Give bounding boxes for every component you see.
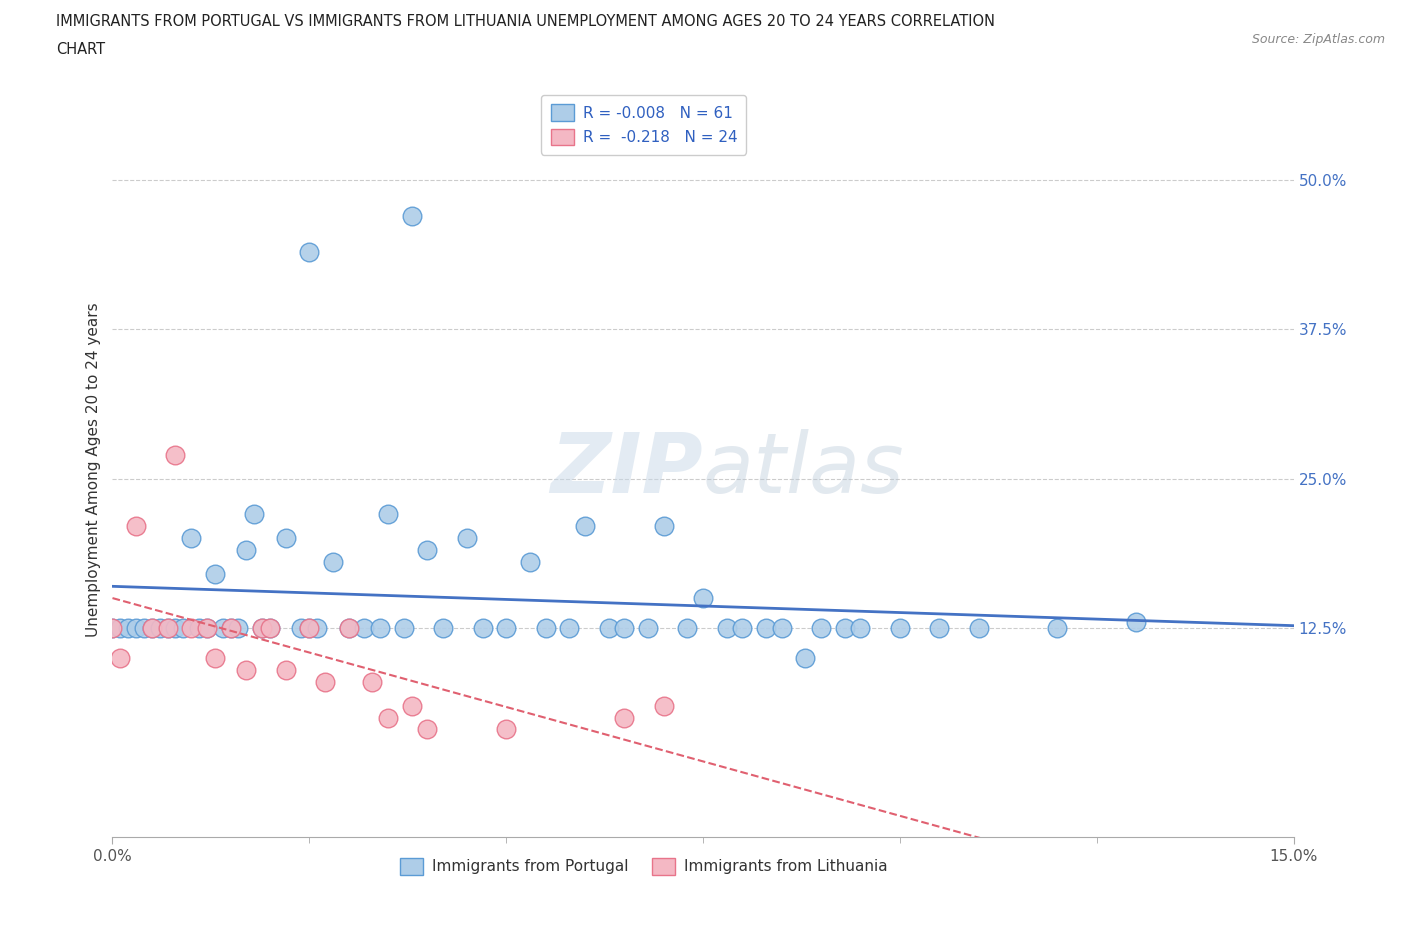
Point bbox=[235, 543, 257, 558]
Point bbox=[219, 620, 242, 635]
Point bbox=[810, 620, 832, 635]
Point bbox=[298, 245, 321, 259]
Point bbox=[149, 620, 172, 635]
Point bbox=[180, 620, 202, 635]
Point bbox=[132, 620, 155, 635]
Point bbox=[416, 543, 439, 558]
Point bbox=[613, 711, 636, 725]
Point bbox=[165, 447, 187, 462]
Point bbox=[377, 507, 399, 522]
Point bbox=[235, 662, 257, 677]
Point bbox=[637, 620, 659, 635]
Point bbox=[377, 711, 399, 725]
Point bbox=[219, 620, 242, 635]
Point bbox=[471, 620, 494, 635]
Y-axis label: Unemployment Among Ages 20 to 24 years: Unemployment Among Ages 20 to 24 years bbox=[86, 302, 101, 637]
Point bbox=[392, 620, 415, 635]
Point bbox=[101, 620, 124, 635]
Point bbox=[928, 620, 950, 635]
Point bbox=[692, 591, 714, 605]
Point bbox=[165, 620, 187, 635]
Point bbox=[456, 531, 478, 546]
Point bbox=[110, 620, 132, 635]
Point bbox=[101, 620, 124, 635]
Point bbox=[770, 620, 793, 635]
Text: ZIP: ZIP bbox=[550, 429, 703, 511]
Point bbox=[652, 698, 675, 713]
Point bbox=[156, 620, 179, 635]
Point bbox=[368, 620, 391, 635]
Point bbox=[353, 620, 375, 635]
Point bbox=[676, 620, 699, 635]
Point bbox=[204, 650, 226, 665]
Point bbox=[259, 620, 281, 635]
Point bbox=[558, 620, 581, 635]
Point bbox=[495, 620, 517, 635]
Point bbox=[243, 507, 266, 522]
Point bbox=[794, 650, 817, 665]
Text: CHART: CHART bbox=[56, 42, 105, 57]
Point bbox=[290, 620, 312, 635]
Text: Source: ZipAtlas.com: Source: ZipAtlas.com bbox=[1251, 33, 1385, 46]
Point bbox=[889, 620, 911, 635]
Point bbox=[1125, 615, 1147, 630]
Legend: Immigrants from Portugal, Immigrants from Lithuania: Immigrants from Portugal, Immigrants fro… bbox=[394, 852, 894, 881]
Point bbox=[755, 620, 778, 635]
Point bbox=[716, 620, 738, 635]
Point bbox=[204, 566, 226, 581]
Point bbox=[274, 531, 297, 546]
Point bbox=[117, 620, 139, 635]
Point bbox=[141, 620, 163, 635]
Point bbox=[416, 722, 439, 737]
Text: atlas: atlas bbox=[703, 429, 904, 511]
Point bbox=[250, 620, 273, 635]
Point bbox=[228, 620, 250, 635]
Point bbox=[125, 620, 148, 635]
Point bbox=[967, 620, 990, 635]
Point bbox=[314, 674, 336, 689]
Point bbox=[849, 620, 872, 635]
Point bbox=[731, 620, 754, 635]
Point bbox=[211, 620, 233, 635]
Point bbox=[125, 519, 148, 534]
Point bbox=[495, 722, 517, 737]
Point bbox=[361, 674, 384, 689]
Point bbox=[1046, 620, 1069, 635]
Point bbox=[432, 620, 454, 635]
Point bbox=[180, 531, 202, 546]
Point bbox=[141, 620, 163, 635]
Point bbox=[534, 620, 557, 635]
Point bbox=[401, 698, 423, 713]
Point bbox=[250, 620, 273, 635]
Point bbox=[195, 620, 218, 635]
Point bbox=[259, 620, 281, 635]
Point bbox=[274, 662, 297, 677]
Point bbox=[307, 620, 329, 635]
Point bbox=[188, 620, 211, 635]
Point bbox=[834, 620, 856, 635]
Point bbox=[652, 519, 675, 534]
Point bbox=[172, 620, 194, 635]
Point bbox=[337, 620, 360, 635]
Point bbox=[110, 650, 132, 665]
Point bbox=[337, 620, 360, 635]
Point bbox=[519, 555, 541, 570]
Point bbox=[574, 519, 596, 534]
Point bbox=[298, 620, 321, 635]
Point bbox=[156, 620, 179, 635]
Point bbox=[613, 620, 636, 635]
Point bbox=[195, 620, 218, 635]
Point bbox=[298, 620, 321, 635]
Point bbox=[322, 555, 344, 570]
Text: IMMIGRANTS FROM PORTUGAL VS IMMIGRANTS FROM LITHUANIA UNEMPLOYMENT AMONG AGES 20: IMMIGRANTS FROM PORTUGAL VS IMMIGRANTS F… bbox=[56, 14, 995, 29]
Point bbox=[598, 620, 620, 635]
Point bbox=[401, 208, 423, 223]
